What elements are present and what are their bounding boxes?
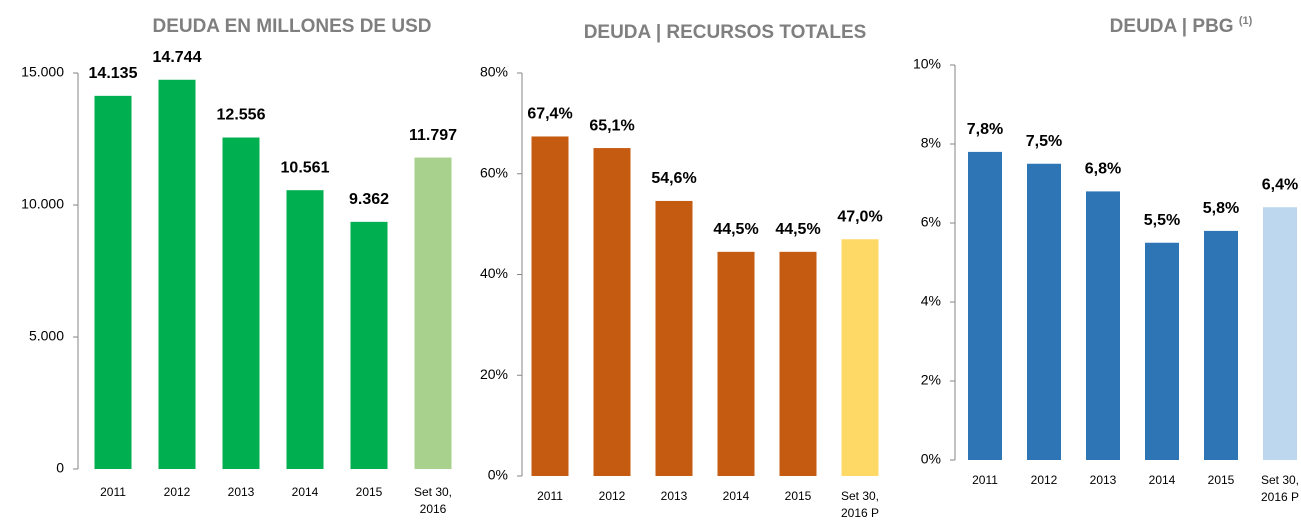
value-label: 6,4% [1262, 176, 1298, 193]
bar [158, 79, 196, 470]
value-label: 5,5% [1144, 212, 1180, 229]
x-tick-label: 2013 [660, 489, 688, 503]
bar [593, 148, 631, 476]
bar [94, 95, 132, 469]
x-tick-label: 2014 [291, 485, 319, 499]
x-tick-label-box: 2013 [227, 485, 255, 499]
value-label: 44,5% [713, 221, 758, 238]
x-tick-label: 2015 [784, 489, 812, 503]
value-label: 7,8% [967, 121, 1003, 138]
x-tick-label: 2012 [1030, 473, 1058, 487]
x-tick-label: 2011 [100, 485, 126, 499]
value-label: 14.744 [153, 49, 202, 66]
x-tick-label-box: Set 30, 2016 [413, 485, 453, 516]
bar [286, 190, 324, 469]
x-tick-label-box: 2012 [598, 489, 626, 503]
bar [1086, 191, 1120, 460]
value-label: 9.362 [349, 191, 389, 208]
bar [531, 136, 569, 476]
x-tick-label: 2014 [1148, 473, 1176, 487]
y-tick-label: 60% [480, 164, 508, 180]
x-tick-label-box: 2014 [291, 485, 319, 499]
x-tick-label: Set 30, 2016 P [1260, 473, 1300, 504]
x-tick-label: Set 30, 2016 P [840, 489, 880, 520]
x-tick-label-box: 2013 [660, 489, 688, 503]
x-tick-label: 2012 [163, 485, 191, 499]
x-tick-label-box: Set 30, 2016 P [1260, 473, 1300, 504]
y-tick-label: 8% [921, 135, 941, 151]
chart-title-text: DEUDA | PBG [1110, 16, 1234, 37]
x-tick-label-box: 2014 [722, 489, 750, 503]
y-tick-label: 6% [921, 214, 941, 230]
x-tick-label-box: 2011 [100, 485, 126, 499]
value-label: 65,1% [589, 117, 634, 134]
bar [1027, 163, 1061, 460]
y-tick-label: 0 [56, 460, 64, 476]
x-tick-label: Set 30, 2016 [413, 485, 453, 516]
x-tick-label-box: 2014 [1148, 473, 1176, 487]
bar [222, 137, 260, 469]
x-tick-label: 2013 [227, 485, 255, 499]
value-label: 5,8% [1203, 200, 1239, 217]
x-tick-label-box: 2011 [972, 473, 998, 487]
x-tick-label: 2015 [355, 485, 383, 499]
bar [350, 221, 388, 469]
x-tick-label-box: 2015 [1207, 473, 1235, 487]
value-label: 11.797 [409, 127, 457, 144]
chart-title: DEUDA | PBG (1) [1110, 15, 1253, 37]
y-tick-label: 0% [488, 467, 508, 483]
x-tick-label-box: Set 30, 2016 P [840, 489, 880, 520]
bar [1263, 207, 1297, 460]
bar [1145, 242, 1179, 460]
value-label: 14.135 [89, 65, 138, 82]
bar [655, 200, 693, 476]
value-label: 67,4% [527, 106, 572, 123]
x-tick-label: 2012 [598, 489, 626, 503]
x-tick-label-box: 2015 [355, 485, 383, 499]
x-tick-label: 2015 [1207, 473, 1235, 487]
y-tick-label: 15.000 [21, 64, 64, 80]
y-tick-label: 80% [480, 64, 508, 80]
chart-title: DEUDA EN MILLONES DE USD [152, 16, 431, 37]
bar [968, 151, 1002, 460]
value-label: 12.556 [217, 107, 266, 124]
y-tick-label: 10.000 [21, 196, 64, 212]
x-tick-label-box: 2012 [1030, 473, 1058, 487]
y-tick-label: 2% [921, 372, 941, 388]
value-label: 47,0% [837, 208, 882, 225]
x-tick-label-box: 2015 [784, 489, 812, 503]
y-tick-label: 40% [480, 265, 508, 281]
x-tick-label-box: 2013 [1089, 473, 1117, 487]
y-tick-label: 4% [921, 293, 941, 309]
value-label: 7,5% [1026, 133, 1062, 150]
bar [717, 251, 755, 476]
chart-title-text: DEUDA EN MILLONES DE USD [152, 16, 431, 37]
bar [841, 239, 879, 476]
bar [1204, 230, 1238, 460]
x-tick-label-box: 2012 [163, 485, 191, 499]
title-note: (1) [1239, 15, 1253, 27]
y-tick-label: 10% [913, 56, 941, 72]
x-tick-label: 2014 [722, 489, 750, 503]
bar [414, 157, 452, 469]
x-tick-label-box: 2011 [537, 489, 563, 503]
y-tick-label: 0% [921, 451, 941, 467]
x-tick-label: 2011 [537, 489, 563, 503]
value-label: 44,5% [775, 221, 820, 238]
y-tick-label: 20% [480, 366, 508, 382]
x-tick-label: 2013 [1089, 473, 1117, 487]
bar [779, 251, 817, 476]
chart-title: DEUDA | RECURSOS TOTALES [584, 22, 867, 43]
value-label: 6,8% [1085, 161, 1121, 178]
y-tick-label: 5.000 [29, 328, 64, 344]
value-label: 54,6% [651, 170, 696, 187]
value-label: 10.561 [281, 159, 330, 176]
x-tick-label: 2011 [972, 473, 998, 487]
chart-title-text: DEUDA | RECURSOS TOTALES [584, 22, 867, 43]
